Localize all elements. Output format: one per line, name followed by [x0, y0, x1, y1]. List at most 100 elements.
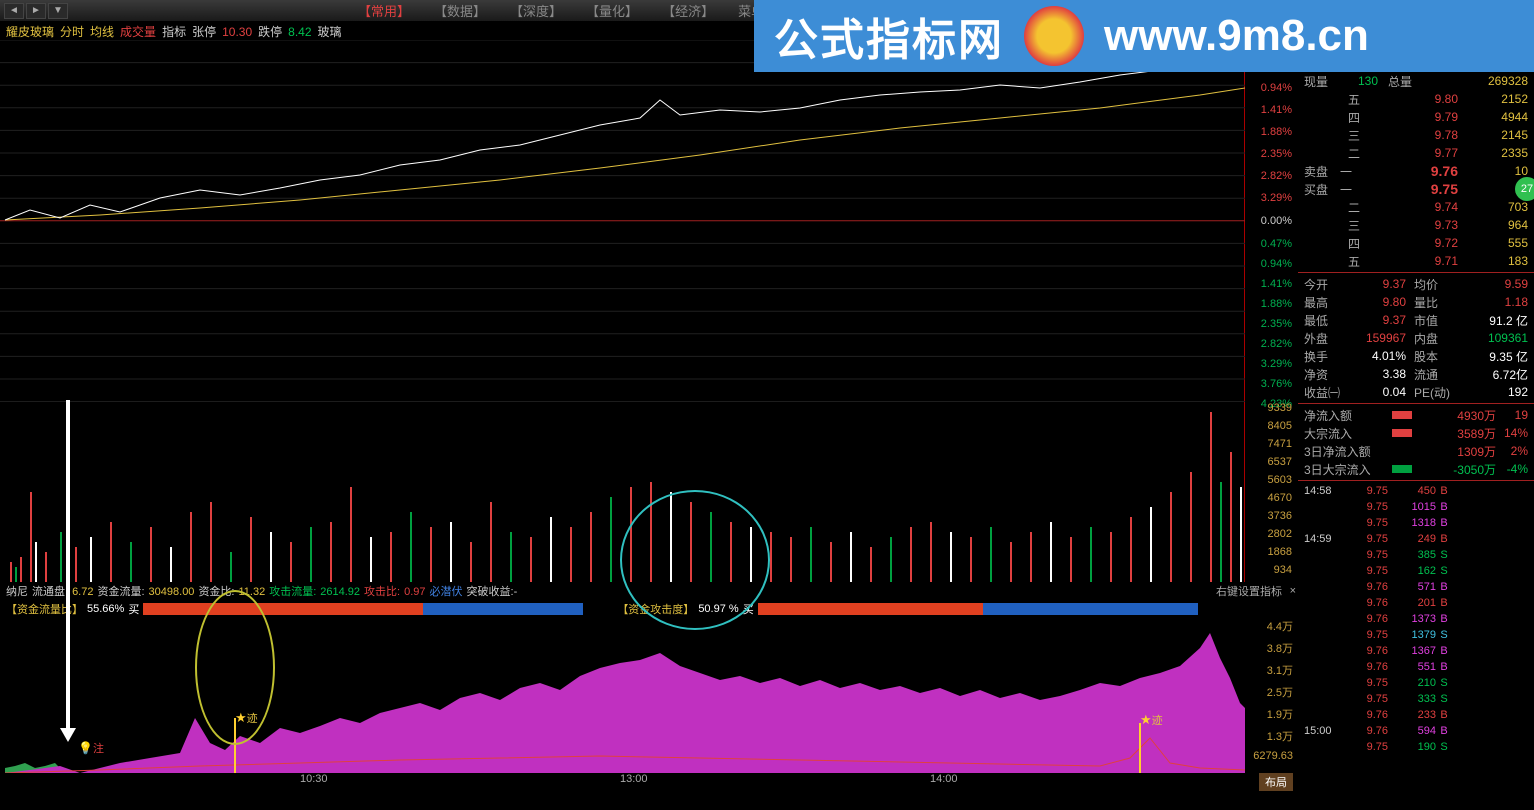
- bid1-row: 买盘 一 9.75 18: [1298, 180, 1534, 198]
- indicator-item: 30498.00: [149, 586, 195, 598]
- time-tick: 10:30: [300, 773, 328, 785]
- indicator-close-button[interactable]: ×: [1290, 585, 1296, 597]
- pct-tick: 0.00%: [1261, 215, 1292, 227]
- flow-tick: 1.9万: [1267, 706, 1293, 722]
- indicator-item: 资金流量:: [97, 586, 144, 598]
- tick-row: 9.751318B: [1298, 515, 1534, 531]
- info-item: 分时: [60, 25, 84, 39]
- indicator-item: 2614.92: [320, 586, 360, 598]
- ask1-lvl: 一: [1340, 163, 1360, 180]
- info-item: 玻璃: [318, 25, 342, 39]
- flow-left-label: 【资金流量比】: [6, 601, 83, 617]
- price-chart-svg: [0, 40, 1245, 402]
- order-row: 五9.71183: [1298, 252, 1534, 270]
- tick-row: 9.75385S: [1298, 547, 1534, 563]
- flow-row: 3日净流入额1309万2%: [1298, 442, 1534, 460]
- pct-axis: 0.47%0.94%1.41%1.88%2.35%2.82%3.29%0.00%…: [1246, 40, 1294, 402]
- stat-row: 最低9.37市值91.2 亿: [1298, 311, 1534, 329]
- time-axis: 布局 10:3013:0014:00: [0, 773, 1245, 789]
- info-item: 均线: [90, 25, 114, 39]
- pct-tick: 3.29%: [1261, 192, 1292, 204]
- price-chart[interactable]: 0.47%0.94%1.41%1.88%2.35%2.82%3.29%0.00%…: [0, 40, 1245, 402]
- header-label2: 总量: [1388, 73, 1412, 90]
- flow-chart[interactable]: 4.4万3.8万3.1万2.5万1.9万1.3万6279.63: [0, 618, 1245, 773]
- order-row: 三9.73964: [1298, 216, 1534, 234]
- tick-row: 9.75190S: [1298, 739, 1534, 755]
- stat-row: 换手4.01%股本9.35 亿: [1298, 347, 1534, 365]
- order-row: 三9.782145: [1298, 126, 1534, 144]
- time-tick: 14:00: [930, 773, 958, 785]
- flow-tick: 1.3万: [1267, 728, 1293, 744]
- indicator-settings-label[interactable]: 右键设置指标: [1216, 583, 1282, 599]
- divider: [1298, 272, 1534, 273]
- indicator-item: 流通盘:: [32, 586, 68, 598]
- ask1-price: 9.76: [1360, 163, 1458, 179]
- pct-bar-segment: [983, 603, 1198, 615]
- ask1-label: 卖盘: [1304, 163, 1340, 180]
- indicator-item: 11.32: [239, 586, 266, 598]
- tick-row: 9.75333S: [1298, 691, 1534, 707]
- order-row: 四9.72555: [1298, 234, 1534, 252]
- pct-tick: 0.47%: [1261, 238, 1292, 250]
- flow-right-pct: 50.97 %: [698, 603, 738, 615]
- stat-row: 外盘159967内盘109361: [1298, 329, 1534, 347]
- flow-marker-icon: 💡注: [78, 740, 104, 756]
- flow-right-label: 【资金攻击度】: [617, 601, 694, 617]
- menu-tab[interactable]: 【经济】: [652, 0, 724, 22]
- flow-svg: [0, 618, 1245, 773]
- flow-right-buy: 买: [743, 601, 754, 617]
- pct-tick: 3.29%: [1261, 358, 1292, 370]
- nav-arrows: ◄ ► ▼: [4, 3, 68, 19]
- tick-row: 9.751379S: [1298, 627, 1534, 643]
- badge-count: 27: [1515, 177, 1534, 201]
- bid1-label: 买盘: [1304, 181, 1340, 198]
- indicator-item: 0.97: [404, 586, 425, 598]
- indicator-bar: 纳尼流通盘:6.72资金流量:30498.00资金比:11.32攻击流量:261…: [0, 582, 1298, 600]
- indicator-item: 攻击比:: [364, 586, 400, 598]
- menu-tab[interactable]: 【量化】: [576, 0, 648, 22]
- menu-tab[interactable]: 【数据】: [424, 0, 496, 22]
- order-row: 五9.802152: [1298, 90, 1534, 108]
- divider: [1298, 403, 1534, 404]
- vol-tick: 4670: [1268, 492, 1292, 504]
- vol-tick: 934: [1274, 564, 1292, 576]
- bid1-lvl: 一: [1340, 181, 1360, 198]
- pct-tick: 0.94%: [1261, 258, 1292, 270]
- flow-left-buy: 买: [128, 601, 139, 617]
- nav-next-button[interactable]: ►: [26, 3, 46, 19]
- time-tick: 13:00: [620, 773, 648, 785]
- flow-tick: 3.8万: [1267, 640, 1293, 656]
- flow-tick: 4.4万: [1267, 618, 1293, 634]
- pct-tick: 1.41%: [1261, 104, 1292, 116]
- tick-row: 9.76233B: [1298, 707, 1534, 723]
- info-item: 成交量: [120, 25, 156, 39]
- flow-bar-row: 【资金流量比】 55.66% 买 【资金攻击度】 50.97 % 买: [0, 600, 1298, 618]
- ask1-vol: 10: [1458, 164, 1528, 178]
- pct-tick: 2.82%: [1261, 170, 1292, 182]
- nav-down-button[interactable]: ▼: [48, 3, 68, 19]
- side-panel: 27 现量 130 总量 269328 五9.802152四9.794944三9…: [1298, 72, 1534, 808]
- ask1-row: 卖盘 一 9.76 10: [1298, 162, 1534, 180]
- pct-tick: 1.88%: [1261, 126, 1292, 138]
- nav-prev-button[interactable]: ◄: [4, 3, 24, 19]
- flow-tick: 2.5万: [1267, 684, 1293, 700]
- vol-tick: 6537: [1268, 456, 1292, 468]
- order-row: 二9.772335: [1298, 144, 1534, 162]
- menu-tab[interactable]: 【常用】: [348, 0, 420, 22]
- side-header: 现量 130 总量 269328: [1298, 72, 1534, 90]
- tick-row: 14:589.75450B: [1298, 483, 1534, 499]
- info-item: 10.30: [222, 25, 252, 39]
- layout-button[interactable]: 布局: [1259, 773, 1293, 791]
- header-val1: 130: [1328, 74, 1378, 88]
- tick-row: 9.76571B: [1298, 579, 1534, 595]
- pct-bar-segment: [143, 603, 423, 615]
- volume-chart[interactable]: 933984057471653756034670373628021868934: [0, 402, 1245, 582]
- watermark-logo-icon: [1024, 6, 1084, 66]
- stat-row: 净资3.38流通6.72亿: [1298, 365, 1534, 383]
- annotation-arrow-icon: [66, 400, 70, 730]
- indicator-item: 6.72: [72, 586, 93, 598]
- tick-row: 14:599.75249B: [1298, 531, 1534, 547]
- menu-tab[interactable]: 【深度】: [500, 0, 572, 22]
- stock-name: 耀皮玻璃: [6, 23, 54, 40]
- vol-tick: 1868: [1268, 546, 1292, 558]
